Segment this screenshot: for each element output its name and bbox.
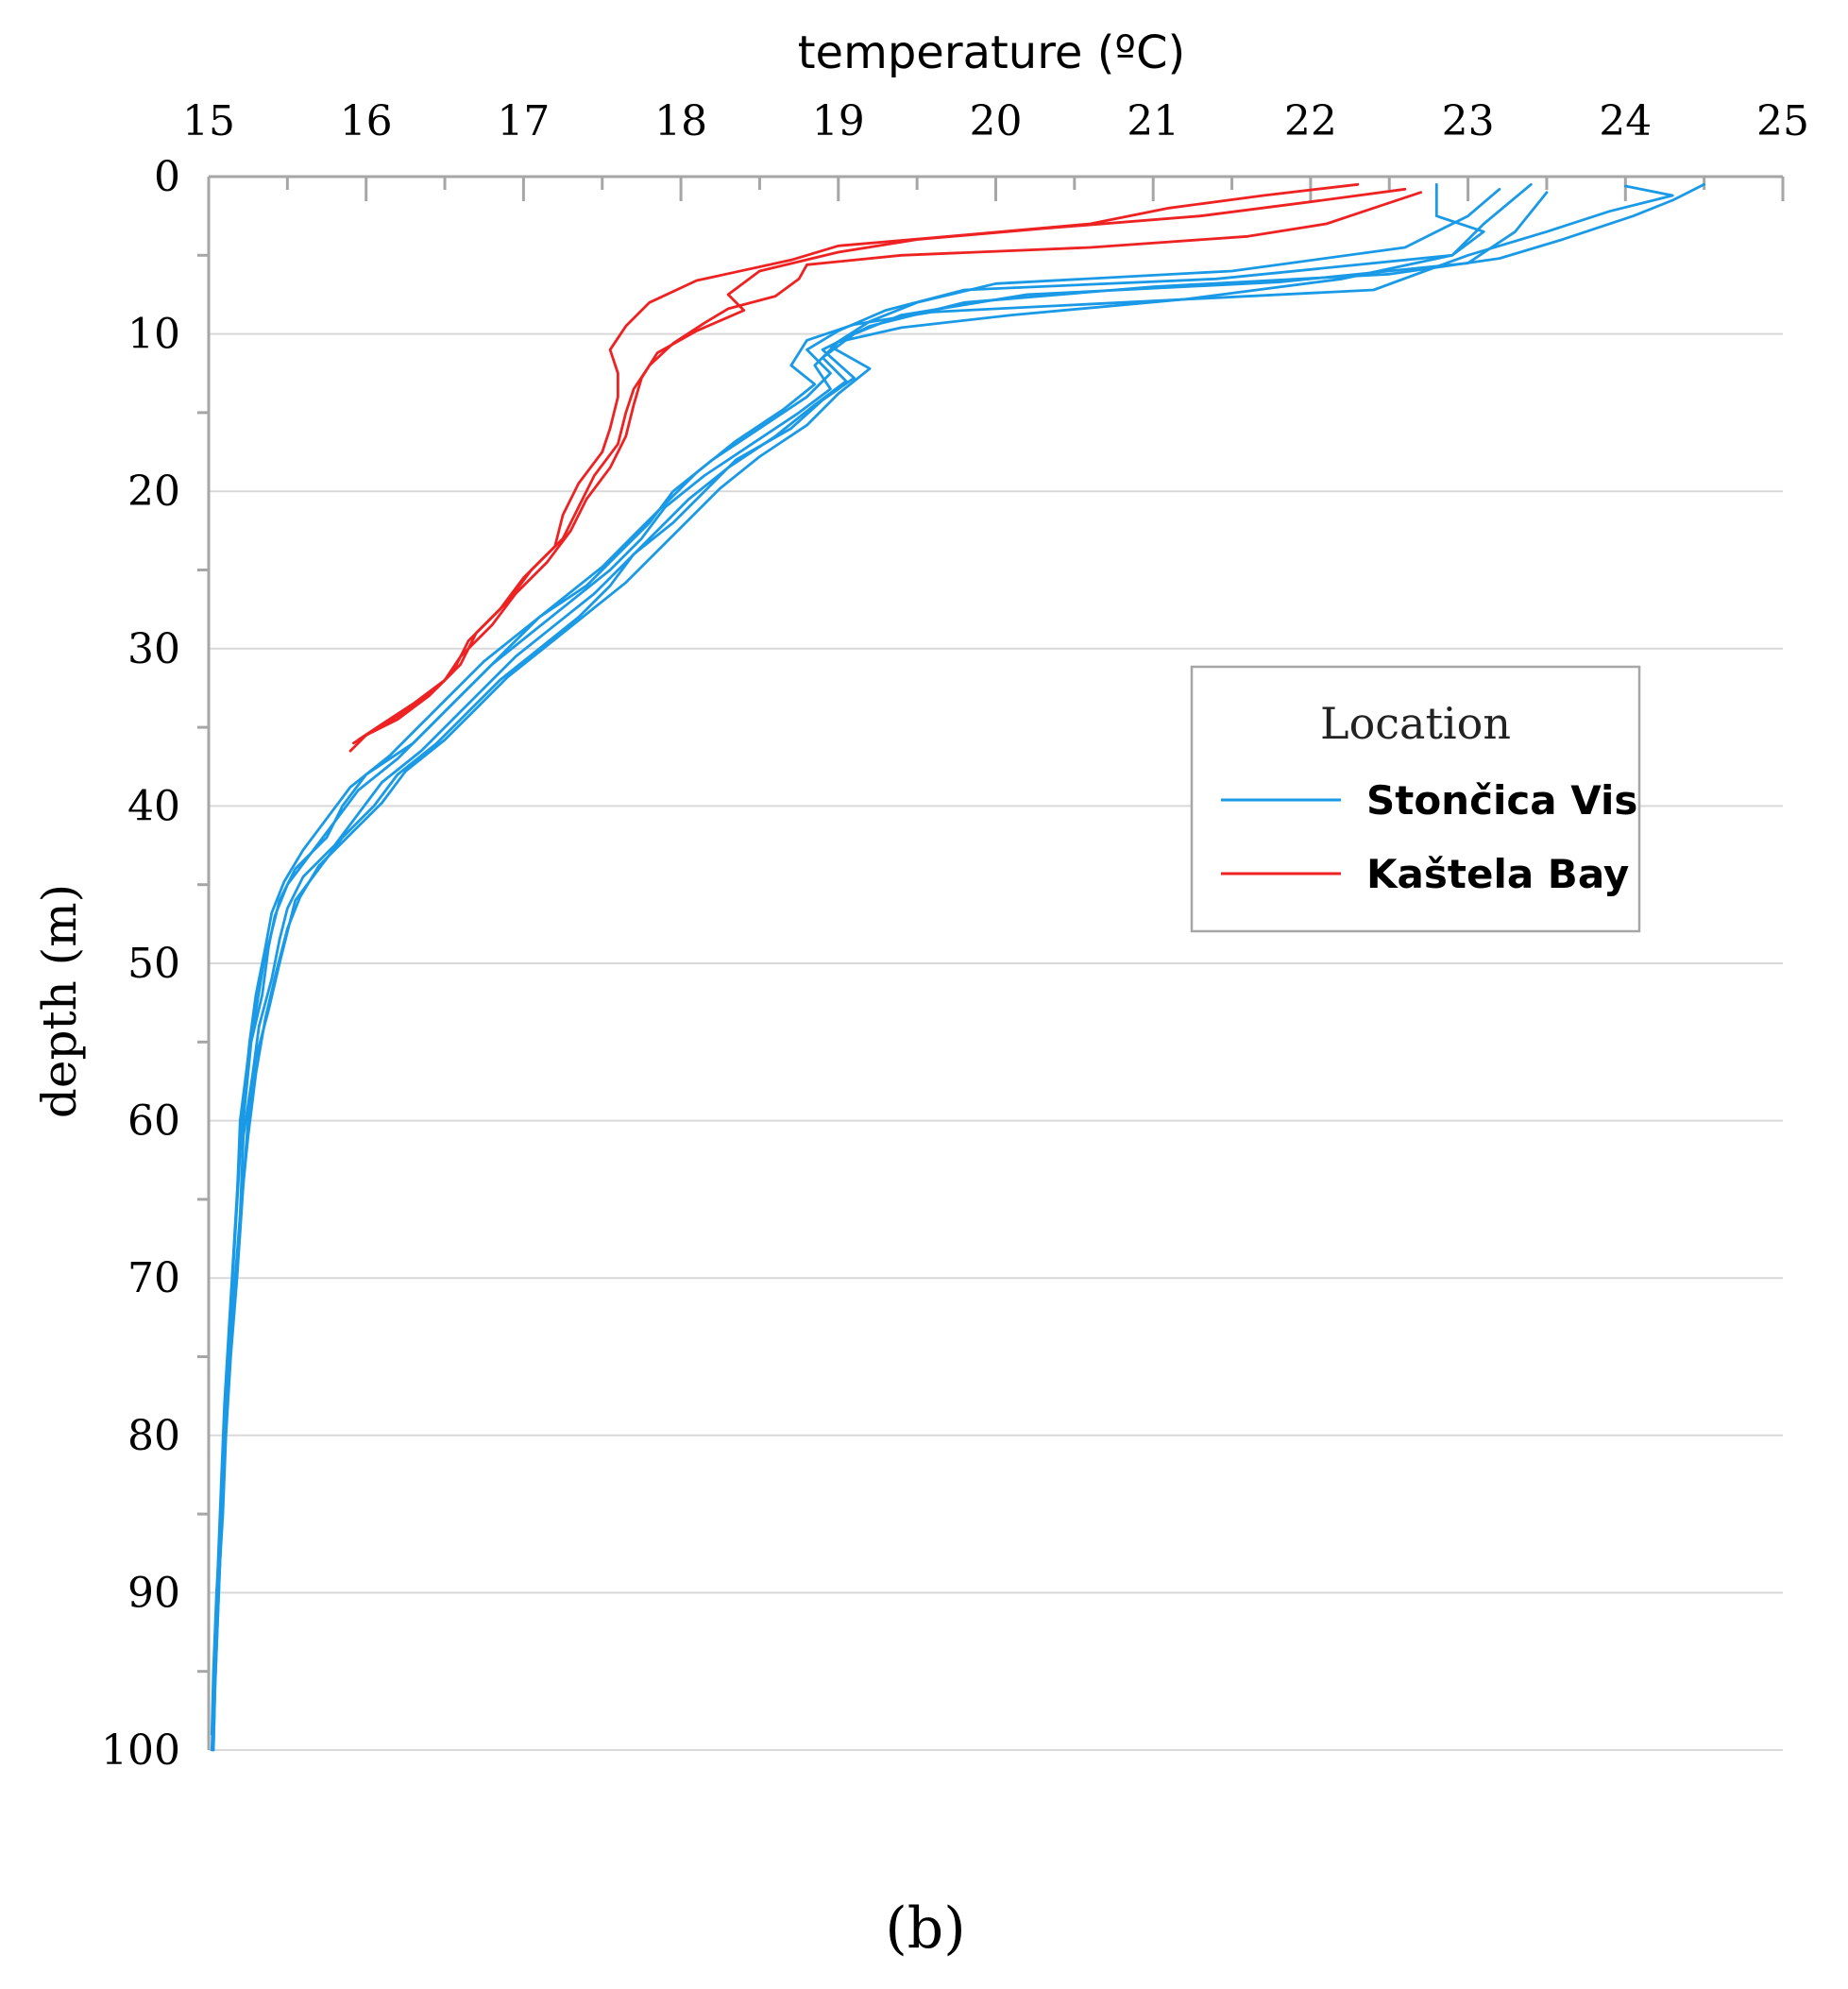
y-tick-label: 50: [127, 940, 180, 988]
profile-line-stoncica-vis: [212, 191, 1549, 1752]
y-tick-label: 0: [154, 153, 180, 201]
profile-line-stoncica-vis: [212, 187, 1501, 1752]
profile-line-kastela-bay: [357, 187, 1407, 741]
profile-line-stoncica-vis: [212, 184, 1674, 1721]
profile-line-kastela-bay: [352, 191, 1422, 745]
x-tick-label: 21: [1127, 97, 1179, 145]
x-tick-label: 24: [1599, 97, 1652, 145]
legend-title: Location: [1320, 698, 1511, 749]
panel-label: (b): [885, 1896, 965, 1962]
profile-line-stoncica-vis: [210, 182, 1485, 1752]
x-tick-label: 23: [1442, 97, 1495, 145]
legend: Location Stončica Vis Kaštela Bay: [1190, 665, 1641, 933]
x-axis-title: temperature (ºC): [798, 26, 1186, 79]
plot-axes: [197, 175, 1785, 1750]
y-tick-label: 10: [127, 311, 180, 359]
x-tick-labels: 15 16 17 18 19 20 21 22 23 24 25: [182, 97, 1809, 145]
y-axis-title: depth (m): [32, 884, 87, 1118]
profile-lines: [210, 182, 1705, 1752]
legend-label-kastela-bay: Kaštela Bay: [1366, 851, 1629, 897]
y-tick-label: 80: [127, 1412, 180, 1460]
x-tick-label: 19: [812, 97, 865, 145]
gridlines: [209, 332, 1783, 1751]
x-tick-label: 20: [970, 97, 1023, 145]
x-tick-label: 25: [1756, 97, 1809, 145]
profile-line-stoncica-vis: [212, 182, 1705, 1736]
y-tick-label: 40: [127, 782, 180, 830]
y-tick-label: 100: [101, 1726, 180, 1775]
y-tick-label: 70: [127, 1254, 180, 1302]
y-tick-labels: 0 10 20 30 40 50 60 70 80 90 100: [101, 153, 180, 1775]
y-tick-label: 60: [127, 1097, 180, 1146]
y-tick-label: 20: [127, 468, 180, 516]
x-tick-label: 18: [654, 97, 707, 145]
profile-line-stoncica-vis: [210, 182, 1533, 1736]
x-tick-label: 17: [497, 97, 550, 145]
legend-label-stoncica-vis: Stončica Vis: [1366, 777, 1637, 824]
x-tick-label: 22: [1284, 97, 1337, 145]
y-tick-label: 90: [127, 1569, 180, 1617]
x-tick-label: 15: [182, 97, 235, 145]
y-tick-label: 30: [127, 625, 180, 673]
x-tick-label: 16: [340, 97, 393, 145]
